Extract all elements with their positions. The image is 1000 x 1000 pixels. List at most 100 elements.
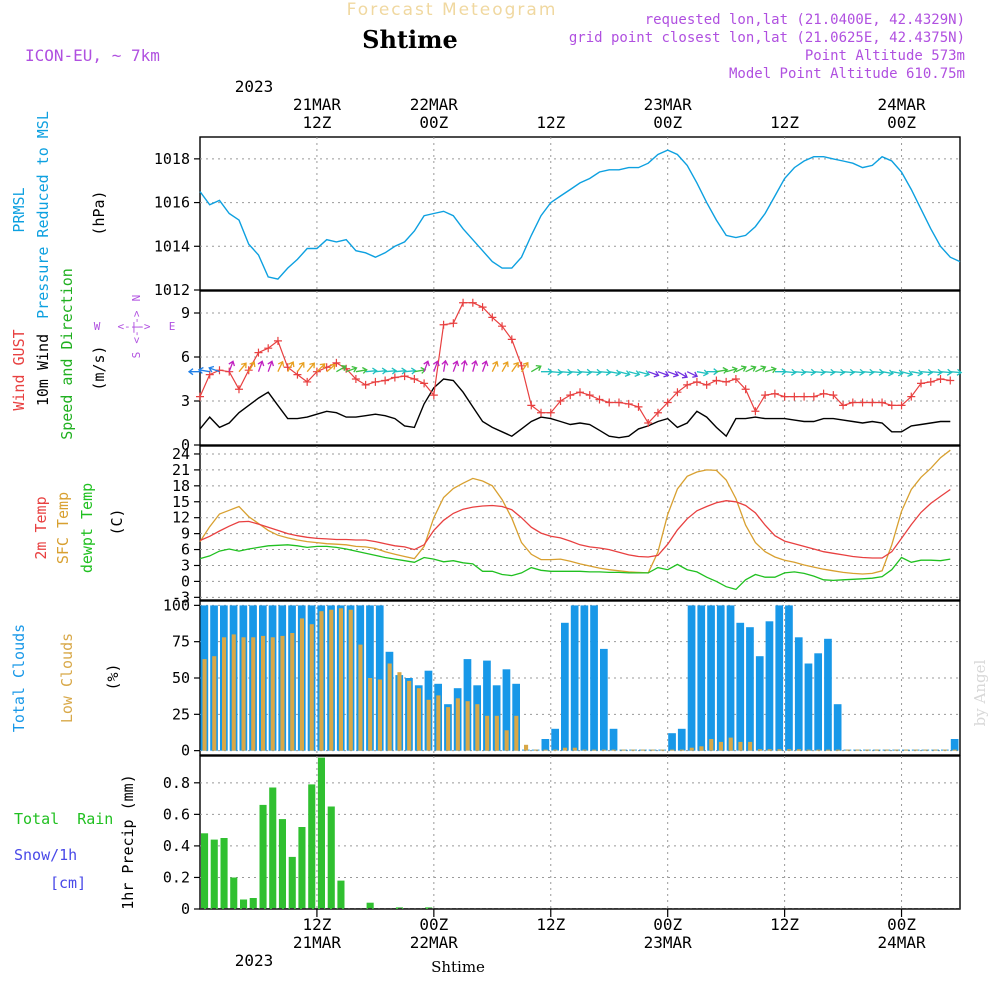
top-date-label: 22MAR: [410, 95, 459, 114]
temp-2m-line: [199, 488, 951, 559]
low-cloud-bar: [602, 749, 607, 751]
low-cloud-bar: [465, 701, 470, 751]
temperature-ytick-label: 18: [172, 477, 190, 495]
total-cloud-bar: [580, 605, 589, 751]
wind-arrow: [404, 367, 417, 375]
low-cloud-bar: [494, 715, 499, 751]
wind-arrow: [647, 370, 660, 378]
wind-ytick-label: 0: [181, 436, 190, 454]
gust-marker: [400, 372, 409, 381]
low-cloud-bar: [670, 749, 675, 751]
total-cloud-bar: [561, 622, 569, 751]
wind-arrow: [677, 371, 688, 379]
low-cloud-bar: [553, 749, 558, 751]
bottom-time-label: 00Z: [653, 915, 682, 934]
pressure-line: [199, 149, 961, 280]
gust-marker: [507, 335, 516, 344]
location-title: Shtime: [362, 25, 458, 54]
compass-arrows-horizontal: <-|->: [117, 320, 150, 333]
wind-arrow: [813, 368, 826, 376]
low-cloud-bar: [455, 698, 460, 751]
gust-marker: [361, 380, 370, 389]
top-time-label: 00Z: [887, 113, 916, 132]
wind-arrow: [911, 369, 924, 377]
wind-arrow: [599, 368, 612, 376]
wind-arrow: [433, 360, 440, 372]
rain-bar: [220, 838, 228, 909]
low-cloud-bar: [826, 749, 831, 751]
low-cloud-bar: [563, 747, 568, 751]
temperature-ytick-label: 21: [172, 461, 190, 479]
temperature-ytick-label: 24: [172, 445, 190, 463]
temp-unit-label: (C): [108, 508, 126, 535]
snow-unit-label: [cm]: [50, 874, 86, 892]
wind-arrow: [452, 360, 460, 372]
gust-marker: [273, 336, 282, 345]
gust-marker: [244, 366, 253, 375]
wind-10m-label: 10m Wind: [34, 334, 52, 406]
wind-arrow: [238, 362, 247, 373]
snow-label: Snow/1h: [14, 846, 77, 864]
rain-bar: [249, 898, 257, 909]
wind-arrow: [550, 368, 563, 376]
wind-arrow: [755, 365, 767, 373]
wind-gust-line: [199, 302, 951, 424]
wind-speed-direction-label: Speed and Direction: [58, 268, 76, 440]
wind-arrow: [570, 368, 583, 376]
low-cloud-bar: [660, 749, 665, 751]
low-cloud-bar: [368, 678, 373, 751]
wind-arrow: [296, 361, 305, 373]
wind-arrow: [872, 368, 885, 376]
rain-bar: [210, 839, 218, 909]
gust-marker: [673, 388, 682, 397]
temperature-frame: [199, 445, 961, 601]
clouds-panel: 0 25 50 75 100: [163, 596, 961, 760]
bottom-time-label: 12Z: [770, 915, 799, 934]
gust-marker: [371, 377, 380, 386]
clouds-unit-label: (%): [104, 663, 122, 690]
low-cloud-bar: [338, 608, 343, 751]
wind-arrow: [726, 366, 738, 374]
wind-arrow: [481, 360, 489, 372]
low-cloud-bar: [241, 637, 246, 751]
model-altitude-label: Model Point Altitude 610.75m: [729, 66, 965, 82]
prmsl-label: PRMSL: [10, 187, 28, 232]
rain-bar: [259, 804, 267, 909]
total-cloud-bar: [755, 656, 764, 751]
panels: 10121014101610180369-3036912151821240255…: [154, 136, 963, 918]
wind-arrow: [901, 370, 914, 378]
rain-bar: [337, 880, 345, 909]
low-cloud-bar: [796, 749, 801, 751]
low-cloud-bar: [202, 659, 207, 751]
gust-marker: [819, 389, 828, 398]
wind-arrow: [208, 365, 220, 373]
wind-gust-markers: [196, 298, 955, 427]
gust-marker: [848, 398, 857, 407]
wind-arrow: [336, 364, 347, 373]
wind-arrow: [460, 359, 468, 372]
gust-marker: [917, 379, 926, 388]
low-cloud-bar: [718, 741, 723, 751]
total-cloud-bar: [775, 605, 784, 751]
total-rain-label: Total Rain: [14, 810, 113, 828]
wind-arrow: [441, 359, 449, 372]
bottom-date-label: 21MAR: [293, 933, 342, 952]
wind-arrow: [638, 370, 651, 378]
pressure-ytick-label: 1012: [154, 281, 190, 299]
wind-arrow: [277, 360, 285, 372]
wind-arrow: [794, 368, 807, 376]
gust-marker: [546, 408, 555, 417]
wind-arrow: [696, 369, 709, 377]
total-cloud-bar: [609, 728, 618, 751]
rain-bar: [317, 757, 325, 909]
low-cloud-bar: [874, 749, 879, 751]
wind-arrow: [618, 370, 631, 378]
wind-arrow: [628, 370, 641, 378]
top-time-label: 00Z: [419, 113, 448, 132]
wind-arrow: [843, 368, 856, 376]
gust-marker: [478, 303, 487, 312]
wind-arrow: [326, 363, 336, 373]
bottom-date-label: 22MAR: [410, 933, 459, 952]
low-cloud-bar: [835, 749, 840, 751]
